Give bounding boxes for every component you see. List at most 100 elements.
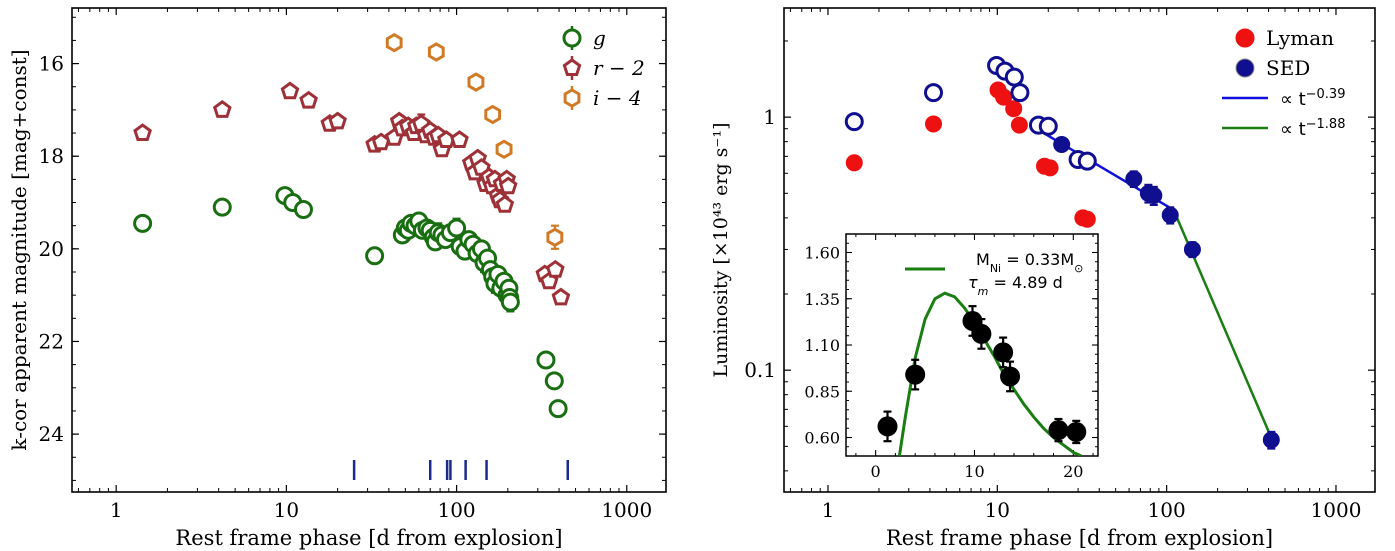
inset-x-tick-label: 0 [871, 462, 881, 481]
x-tick-label: 1 [822, 498, 835, 522]
inset-legend-sub2: m [978, 285, 989, 298]
plot-frame [71, 7, 667, 493]
data-point [1053, 135, 1071, 153]
data-point-circle [212, 197, 232, 217]
legend-label-2: ∝ t−0.39 [1280, 87, 1345, 111]
data-point [1010, 83, 1030, 103]
legend-label-2: i − 4 [593, 86, 642, 110]
data-point-pentagon [498, 176, 518, 195]
inset-x-tick-label: 20 [1063, 462, 1083, 481]
data-point [924, 83, 944, 103]
x-axis-label: Rest frame phase [d from explosion] [175, 526, 562, 550]
inset-y-tick-label: 1.10 [804, 336, 840, 355]
data-point-circle [447, 218, 467, 238]
inset-data-point [905, 364, 926, 385]
y-axis-label: k-cor apparent magnitude [mag+const] [7, 49, 31, 450]
data-point-hexagon [385, 32, 403, 53]
data-point [1161, 206, 1179, 224]
data-point [844, 112, 864, 132]
data-point-pentagon [450, 130, 469, 148]
x-tick-label: 100 [437, 498, 475, 522]
series-sed [1053, 135, 1280, 450]
data-point-hexagon [546, 227, 564, 248]
y-tick-label: 18 [39, 144, 64, 168]
inset-y-tick-label: 1.35 [804, 290, 840, 309]
inset-y-tick-label: 0.60 [804, 429, 840, 448]
series-lyman [845, 81, 1096, 228]
legend-marker [562, 58, 582, 76]
legend-label-1: r − 2 [593, 56, 645, 80]
inset-data-point [877, 416, 898, 437]
y-tick-label: 0.1 [744, 358, 776, 382]
data-point [1145, 187, 1163, 205]
data-point-circle [133, 213, 153, 233]
data-point-pentagon [133, 123, 152, 141]
data-point-circle [365, 246, 385, 266]
data-point-pentagon [299, 90, 318, 109]
x-tick-label: 10 [985, 498, 1010, 522]
y-tick-label: 16 [39, 52, 64, 76]
inset-plot: 0 10 200.600.851.101.351.60 MNi = 0.33M⊙τm … [804, 233, 1099, 481]
inset-data-point [1048, 420, 1069, 441]
legend-marker [1235, 58, 1255, 78]
inset-legend-sun: ⊙ [1074, 262, 1083, 275]
data-point-pentagon [545, 259, 565, 278]
data-point [1010, 116, 1028, 134]
inset-y-tick-label: 1.60 [804, 244, 840, 263]
data-point [1183, 240, 1201, 258]
data-point-pentagon [212, 100, 232, 118]
data-point-pentagon [551, 287, 571, 306]
y-tick-label: 1 [763, 105, 776, 129]
legend: g r − 2 i − 4 [562, 26, 645, 110]
data-point-hexagon [495, 139, 513, 160]
data-point-circle [548, 399, 568, 419]
data-point-circle [293, 199, 313, 219]
plot-frame [783, 7, 1376, 493]
x-axis-label: Rest frame phase [d from explosion] [886, 526, 1273, 550]
data-point [1078, 210, 1096, 228]
legend-exponent: −1.88 [1306, 117, 1346, 132]
data-point [1004, 67, 1024, 87]
x-tick-label: 1000 [601, 498, 652, 522]
left-panel-magnitudes: 1 10 100 1000 16 18 20 22 24 g r − 2 i − 4 Rest fram… [7, 7, 667, 550]
y-tick-label: 24 [39, 422, 64, 446]
y-tick-label: 20 [39, 237, 64, 261]
data-point-circle [544, 371, 564, 391]
legend-marker [563, 88, 581, 108]
legend-label-3: ∝ t−1.88 [1280, 117, 1345, 141]
series-hexagon [385, 32, 564, 250]
data-point [1041, 159, 1059, 177]
data-point-hexagon [484, 104, 502, 125]
y-tick-label: 22 [39, 329, 64, 353]
data-point-pentagon [328, 111, 347, 130]
inset-legend-line2: τm = 4.89 d [968, 273, 1063, 298]
data-point [1038, 116, 1058, 136]
legend: Lyman SED ∝ t−0.39 ∝ t−1.88 [1222, 26, 1345, 140]
data-point-pentagon [495, 194, 515, 213]
data-point [1125, 170, 1143, 188]
data-point [845, 154, 863, 172]
x-tick-label: 10 [274, 498, 299, 522]
x-tick-label: 100 [1148, 498, 1186, 522]
y-axis-label: Luminosity [×10⁴³ erg s⁻¹] [710, 123, 732, 378]
x-tick-label: 1 [110, 498, 123, 522]
inset-data-point [1066, 421, 1087, 442]
data-point [1077, 151, 1097, 171]
data-point [1262, 431, 1280, 449]
legend-marker [562, 28, 582, 48]
x-tick-label: 1000 [1311, 498, 1362, 522]
inset-data-point [993, 342, 1014, 363]
legend-label-0: Lyman [1266, 26, 1334, 50]
inset-legend-value: = 0.33M [1001, 250, 1074, 269]
series-circle [133, 186, 568, 419]
legend-marker [1235, 28, 1255, 48]
inset-legend-tau: τ [968, 273, 978, 292]
series-pentagon [133, 81, 571, 306]
inset-data-point [1000, 366, 1021, 387]
inset-x-tick-label: 10 [964, 462, 984, 481]
inset-y-tick-label: 0.85 [804, 382, 840, 401]
data-point-circle [500, 292, 520, 312]
legend-exponent: −0.39 [1306, 87, 1346, 102]
